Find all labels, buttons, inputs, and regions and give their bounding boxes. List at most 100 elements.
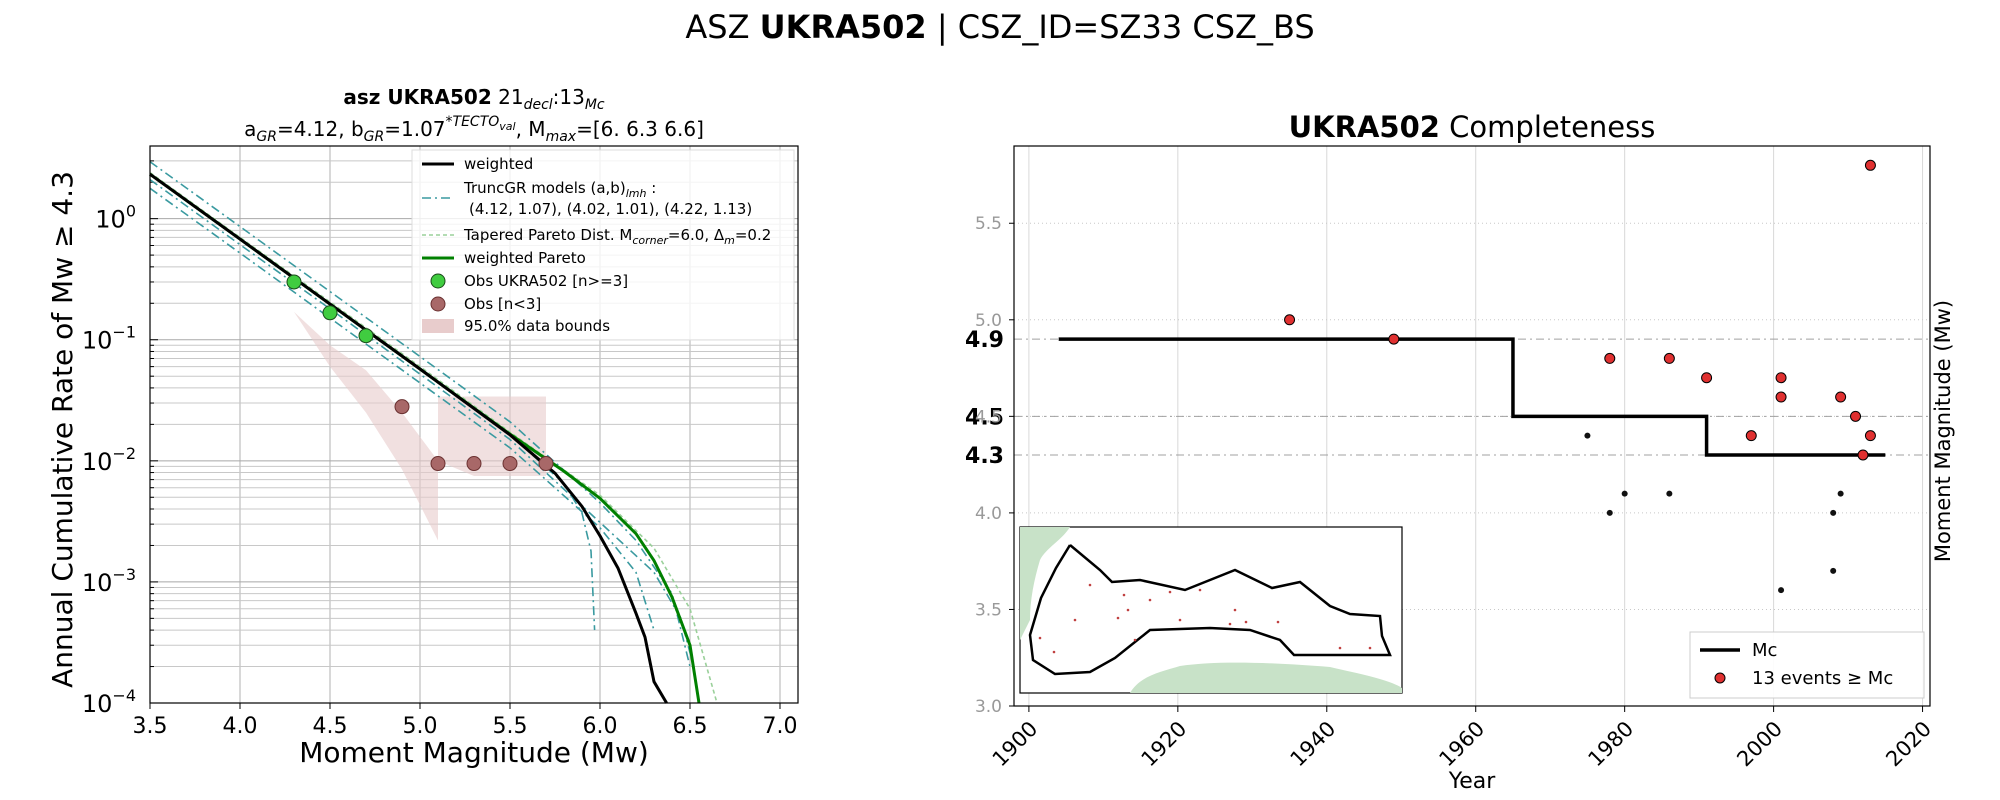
obs-main-point [286, 274, 302, 290]
left-chart: 3.5 4.0 4.5 5.0 5.5 6.0 6.5 7.0 100 10−1 10−2 10−3 1… [46, 85, 799, 769]
x-tick-label: 6.0 [583, 714, 618, 739]
event-above-mc-point [1857, 449, 1869, 461]
inset-map-event-dot [1073, 618, 1077, 622]
event-above-mc-point [1284, 314, 1296, 326]
inset-map-event-dot [1168, 590, 1172, 594]
y-tick-label: 10−1 [82, 323, 136, 355]
obs-main-point [322, 305, 338, 321]
legend-truncgr-label: TruncGR models (a,b)lmh : [463, 179, 656, 200]
event-above-mc-point [1835, 391, 1847, 403]
x-tick-label: 7.0 [763, 714, 798, 739]
x-tick-label: 1920 [1137, 717, 1192, 772]
obs-low-point [502, 456, 518, 472]
legend-obs-main-label: Obs UKRA502 [n>=3] [464, 272, 628, 290]
x-tick-label: 1940 [1286, 717, 1341, 772]
y-tick-label: 5.5 [975, 214, 1002, 234]
legend-obs-main-swatch [430, 273, 446, 289]
y-tick-label: 5.0 [975, 311, 1002, 331]
inset-map-event-dot [1148, 598, 1152, 602]
event-above-mc-point [1775, 391, 1787, 403]
legend-weighted-pareto-label: weighted Pareto [464, 249, 586, 267]
legend-bounds-swatch [422, 319, 454, 333]
x-tick-label: 3.5 [133, 714, 168, 739]
inset-map-land [1020, 527, 1070, 640]
y-tick-label: 10−4 [82, 686, 136, 718]
event-above-mc-point [1663, 352, 1675, 364]
event-above-mc-point [1864, 430, 1876, 442]
x-tick-label: 1980 [1583, 717, 1638, 772]
inset-map-event-dot [1126, 608, 1130, 612]
x-axis-label: Moment Magnitude (Mw) [299, 736, 649, 769]
y-tick-label: 4.5 [975, 407, 1002, 427]
inset-map-event-dot [1133, 638, 1137, 642]
y-tick-label: 10−3 [82, 565, 136, 597]
inset-map-event-dot [1088, 583, 1092, 587]
event-below-mc-point [1830, 509, 1837, 516]
legend-mc-label: Mc [1752, 640, 1777, 661]
mc-step-line [1058, 337, 1886, 457]
event-below-mc-point [1621, 490, 1628, 497]
legend-obs-low-swatch [430, 296, 446, 312]
x-tick-label: 1960 [1434, 717, 1489, 772]
y-axis-label: Annual Cumulative Rate of Mw ≥ 4.3 [46, 171, 79, 688]
inset-map-event-dot [1368, 646, 1372, 650]
left-chart-title: asz UKRA502 21decl:13Mc [343, 85, 605, 113]
event-below-mc-point [1830, 567, 1837, 574]
x-tick-label: 2000 [1732, 717, 1787, 772]
x-tick-label: 4.0 [223, 714, 258, 739]
y-tick-label: 100 [95, 202, 136, 234]
inset-map-event-dot [1198, 588, 1202, 592]
left-plot-frame [149, 145, 799, 704]
y-tick-label: 4.0 [975, 504, 1002, 524]
inset-map-land [1130, 662, 1402, 693]
source-zone-outline [1028, 544, 1392, 676]
legend-truncgr-params: (4.12, 1.07), (4.02, 1.01), (4.22, 1.13) [469, 200, 752, 218]
right-chart: 4.9 4.5 4.3 1900 1920 1940 1960 1980 2000 2020 3.0… [965, 110, 1955, 794]
mc-level-label: 4.3 [965, 444, 1004, 469]
event-above-mc-point [1388, 333, 1400, 345]
inset-map-event-dot [1228, 622, 1232, 626]
y-tick-label: 10−2 [82, 444, 136, 476]
event-above-mc-point [1775, 372, 1787, 384]
right-legend-box [1689, 631, 1925, 699]
event-above-mc-point [1604, 352, 1616, 364]
data-bounds-area [294, 311, 546, 541]
x-tick-label: 1900 [988, 717, 1043, 772]
inset-map-event-dot [1122, 593, 1126, 597]
legend-weighted-label: weighted [464, 155, 533, 173]
obs-low-point [430, 456, 446, 472]
event-below-mc-point [1837, 490, 1844, 497]
y-tick-label: 3.0 [975, 697, 1002, 717]
inset-map-event-dot [1338, 646, 1342, 650]
inset-map-event-dot [1116, 616, 1120, 620]
x-tick-label: 2020 [1881, 717, 1936, 772]
series-truncgr-l-line [149, 187, 655, 631]
x-tick-label: 4.5 [313, 714, 348, 739]
inset-map-event-dot [1038, 636, 1042, 640]
figure-title: ASZ UKRA502 | CSZ_ID=SZ33 CSZ_BS [685, 8, 1315, 46]
y-tick-label: 3.5 [975, 600, 1002, 620]
event-below-mc-point [1606, 509, 1613, 516]
legend-bounds-label: 95.0% data bounds [464, 317, 610, 335]
left-legend-box [411, 149, 795, 341]
event-below-mc-point [1778, 587, 1785, 594]
series-truncgr-m2-line [149, 178, 695, 667]
event-above-mc-point [1745, 430, 1757, 442]
x-tick-label: 6.5 [673, 714, 708, 739]
event-below-mc-point [1666, 490, 1673, 497]
inset-map-event-dot [1178, 618, 1182, 622]
legend-obs-low-label: Obs [n<3] [464, 295, 541, 313]
event-below-mc-point [1584, 432, 1591, 439]
legend-events-swatch [1714, 672, 1726, 684]
legend-tapered-label: Tapered Pareto Dist. Mcorner=6.0, Δm=0.2 [463, 226, 771, 247]
mc-level-label: 4.5 [965, 405, 1004, 430]
x-tick-label: 5.5 [493, 714, 528, 739]
y-axis-label: Moment Magnitude (Mw) [1931, 300, 1955, 562]
obs-low-point [538, 456, 554, 472]
right-chart-title: UKRA502 Completeness [1289, 110, 1656, 144]
event-above-mc-point [1701, 372, 1713, 384]
left-chart-subtitle: aGR=4.12, bGR=1.07*TECTOval, Mmax=[6. 6.… [244, 114, 704, 145]
event-above-mc-point [1850, 410, 1862, 422]
inset-map-event-dot [1244, 620, 1248, 624]
